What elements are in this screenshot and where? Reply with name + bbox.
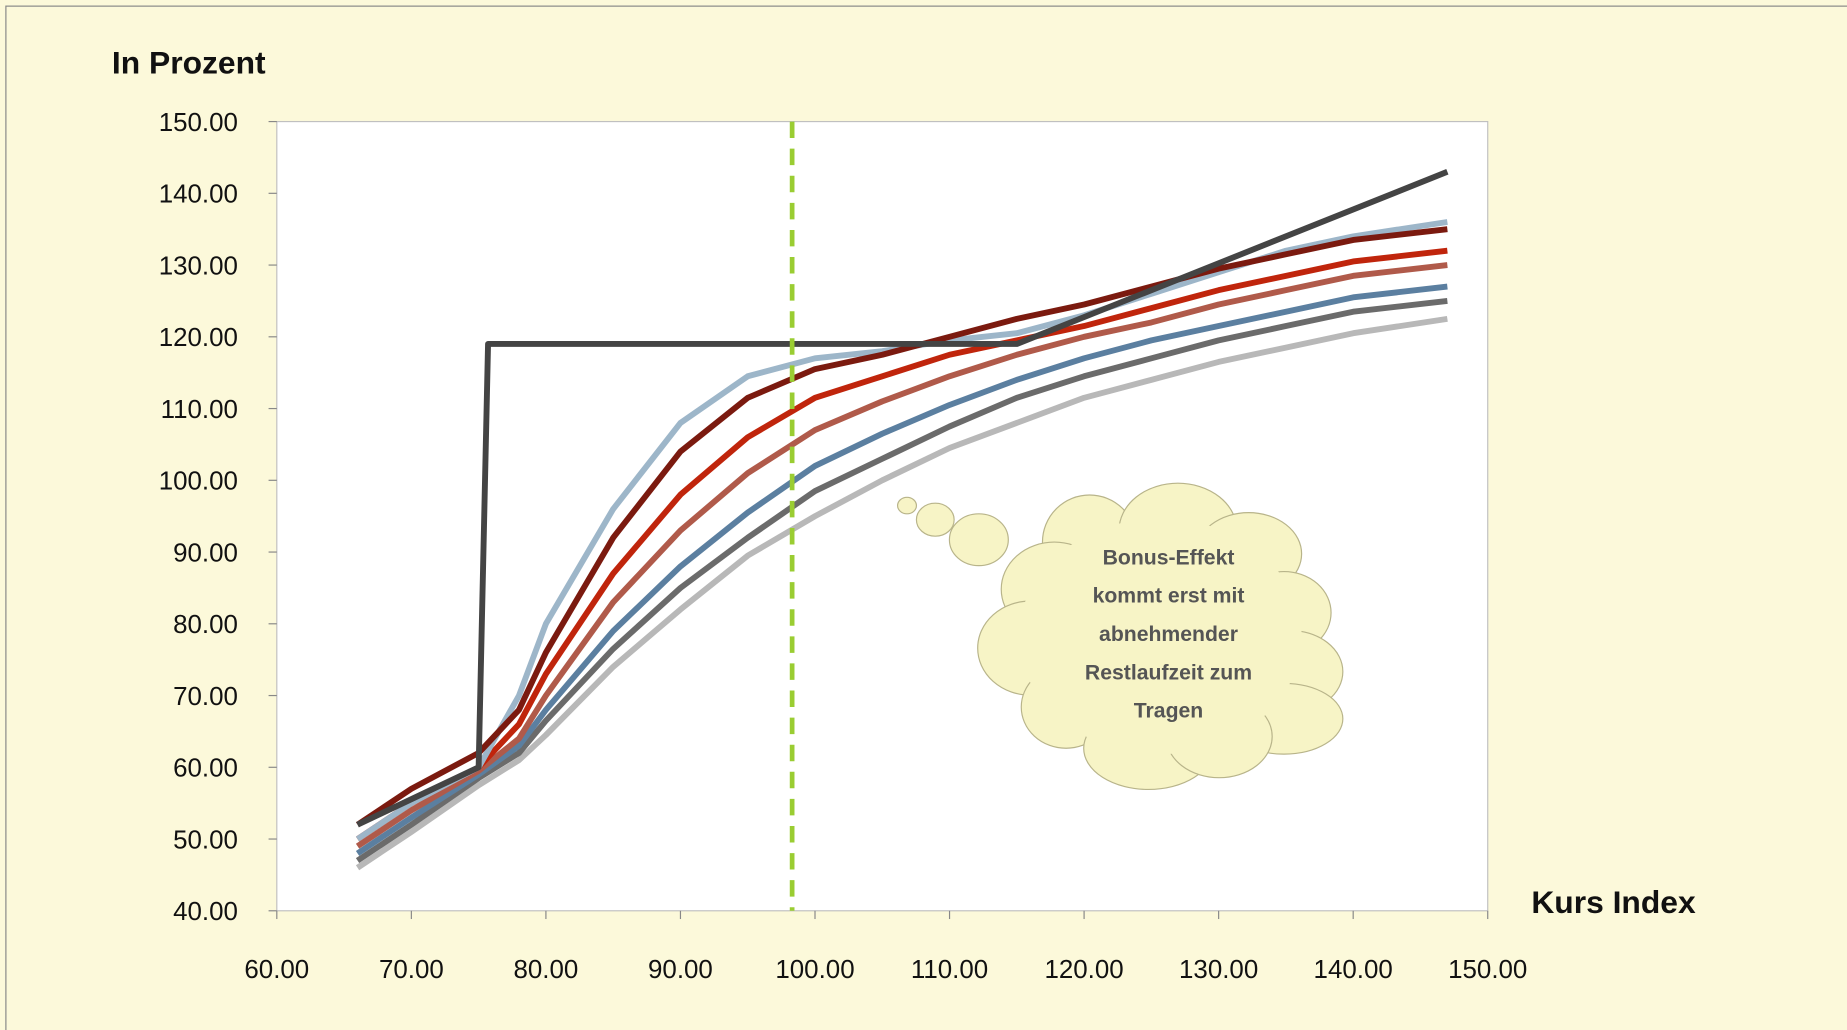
series-line: [355, 247, 1448, 842]
x-tick-label: 130.00: [1179, 956, 1258, 984]
series-line: [355, 262, 1448, 849]
x-tick-label: 90.00: [648, 956, 713, 984]
series-line: [355, 298, 1448, 864]
y-tick-label: 150.00: [159, 109, 238, 137]
x-tick-label: 80.00: [513, 956, 578, 984]
annotation-line: Tragen: [1134, 700, 1203, 723]
annotation: Bonus-Effekt kommt erst mit abnehmender Res…: [1085, 546, 1252, 722]
y-tick-label: 60.00: [173, 755, 238, 783]
x-tick-label: 140.00: [1314, 956, 1393, 984]
y-tick-label: 100.00: [159, 468, 238, 496]
y-tick-label: 90.00: [173, 539, 238, 567]
y-tick-label: 110.00: [161, 396, 238, 424]
y-tick-label: 50.00: [173, 826, 238, 854]
plot: [268, 120, 1489, 920]
thought-cloud: [896, 482, 1344, 791]
x-tick-label: 150.00: [1448, 956, 1527, 984]
annotation-line: Restlaufzeit zum: [1085, 661, 1252, 684]
y-tick-label: 70.00: [173, 683, 238, 711]
y-tick-label: 130.00: [159, 252, 238, 280]
y-tick-label: 120.00: [159, 324, 238, 352]
y-tick-label: 80.00: [173, 611, 238, 639]
y-tick-label: 140.00: [159, 181, 238, 209]
annotation-line: kommt erst mit: [1093, 585, 1245, 608]
x-tick-label: 100.00: [775, 956, 854, 984]
y-tick-label: 40.00: [173, 898, 238, 926]
x-tick-label: 120.00: [1044, 956, 1123, 984]
annotation-line: abnehmender: [1099, 623, 1238, 646]
series-line: [356, 169, 1449, 828]
x-tick-label: 110.00: [911, 956, 988, 984]
x-axis-title: Kurs Index: [1531, 884, 1696, 920]
series-line: [355, 315, 1448, 871]
series-line: [355, 226, 1448, 828]
series-line: [355, 283, 1448, 856]
y-axis-title: In Prozent: [112, 44, 266, 80]
x-tick-label: 60.00: [244, 956, 309, 984]
annotation-line: Bonus-Effekt: [1103, 546, 1235, 569]
x-tick-label: 70.00: [379, 956, 444, 984]
